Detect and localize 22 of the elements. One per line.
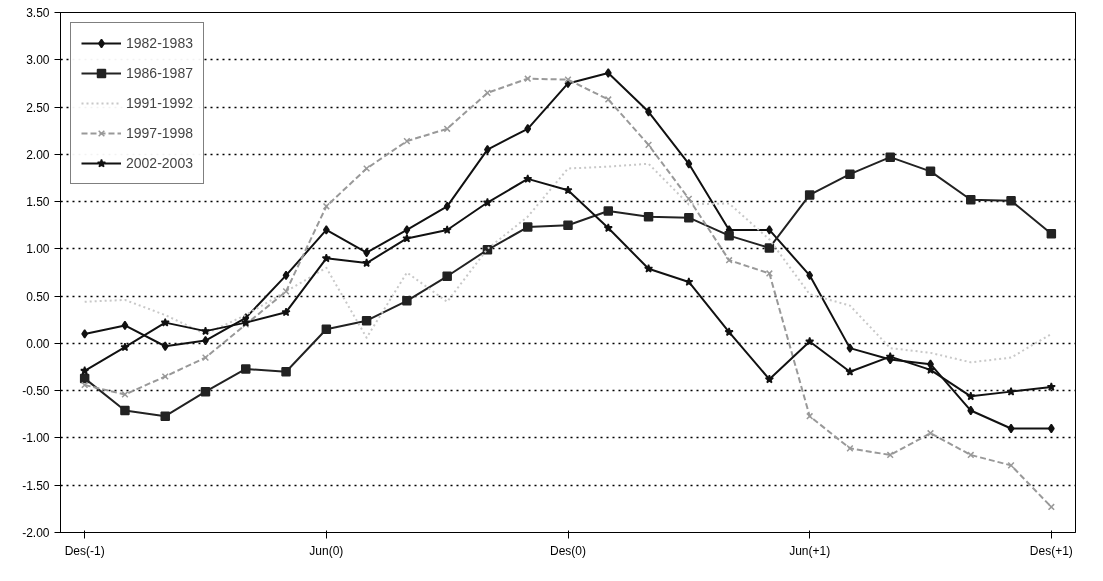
y-tick-label: 3.50 bbox=[26, 6, 50, 20]
legend-label: 1997-1998 bbox=[126, 125, 193, 141]
legend-label: 2002-2003 bbox=[126, 155, 193, 171]
x-tick-label: Jun(+1) bbox=[789, 543, 831, 558]
legend-label: 1986-1987 bbox=[126, 65, 193, 81]
x-tick-label: Jun(0) bbox=[309, 543, 344, 558]
legend-label: 1982-1983 bbox=[126, 35, 193, 51]
y-tick-label: 1.50 bbox=[26, 195, 50, 210]
y-tick-label: 3.00 bbox=[26, 53, 50, 68]
y-tick-label: 0.00 bbox=[26, 336, 50, 351]
x-tick-label: Des(-1) bbox=[64, 543, 105, 558]
y-tick-label: 2.50 bbox=[26, 100, 50, 115]
y-tick-label: 1.00 bbox=[26, 242, 50, 257]
y-tick-label: -2.00 bbox=[22, 526, 50, 540]
y-tick-label: 0.50 bbox=[26, 289, 50, 304]
y-tick-label: -1.50 bbox=[22, 478, 50, 493]
x-tick-label: Des(+1) bbox=[1029, 543, 1073, 558]
legend-label: 1991-1992 bbox=[126, 95, 193, 111]
y-tick-label: -0.50 bbox=[22, 384, 50, 399]
x-tick-label: Des(0) bbox=[550, 543, 587, 558]
y-tick-label: 2.00 bbox=[26, 147, 50, 162]
y-tick-label: -1.00 bbox=[22, 431, 50, 446]
